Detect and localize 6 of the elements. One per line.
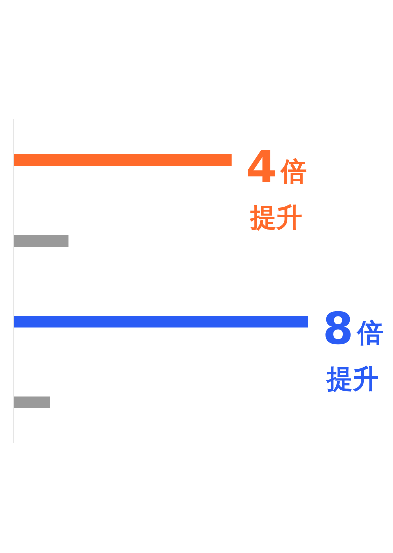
text: 8倍提升: [323, 304, 384, 395]
bar: [14, 154, 232, 166]
annotation: 4倍提升: [246, 142, 308, 234]
bar: [14, 396, 50, 408]
bar: [14, 316, 308, 328]
bar: [14, 235, 69, 247]
